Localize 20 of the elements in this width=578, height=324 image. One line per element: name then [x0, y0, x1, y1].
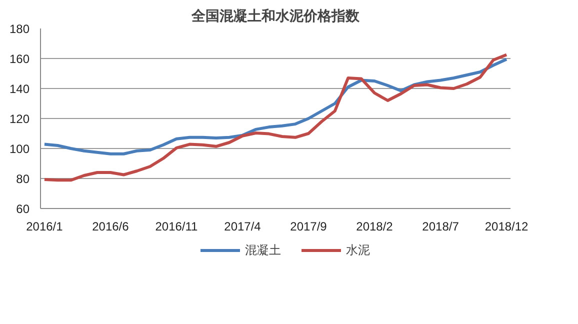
y-tick-label: 120	[9, 112, 30, 126]
line-series	[42, 53, 508, 182]
y-tick-label: 80	[16, 172, 30, 186]
y-tick-label: 60	[16, 202, 30, 216]
legend-label: 水泥	[346, 242, 370, 258]
y-tick-label: 160	[9, 52, 30, 66]
x-tick-label: 2016/1	[26, 220, 64, 234]
y-tick-label: 180	[9, 22, 30, 36]
line-series	[42, 58, 508, 156]
x-tick-label: 2018/7	[422, 220, 460, 234]
x-tick-label: 2017/9	[290, 220, 328, 234]
chart-title: 全国混凝土和水泥价格指数	[190, 8, 360, 24]
x-tick-label: 2018/12	[484, 220, 529, 234]
x-tick-label: 2016/11	[155, 220, 198, 234]
x-tick-label: 2016/6	[92, 220, 130, 234]
y-tick-label: 140	[9, 82, 30, 96]
x-tick-label: 2018/2	[356, 220, 394, 234]
x-tick-label: 2017/4	[224, 220, 262, 234]
legend-label: 混凝土	[245, 242, 281, 258]
y-tick-label: 100	[9, 142, 30, 156]
